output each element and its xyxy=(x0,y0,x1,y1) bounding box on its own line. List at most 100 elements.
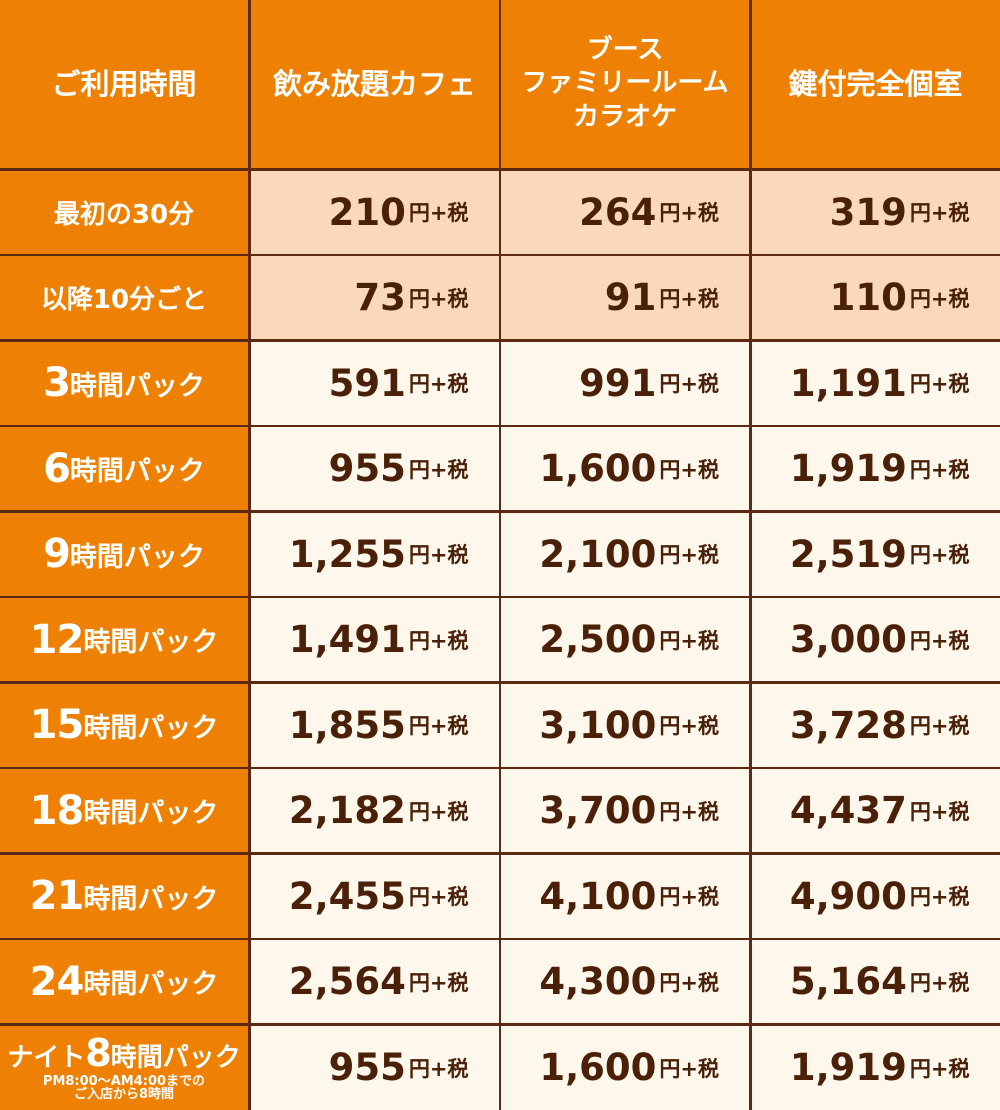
row-label-9h-pack: 9 時間パック xyxy=(0,512,248,596)
row-label-suffix: 時間パック xyxy=(83,712,219,744)
row-label-3h-pack: 3 時間パック xyxy=(0,341,248,425)
row-label-suffix: 時間パック xyxy=(83,798,219,829)
price-amount: 1,191 xyxy=(789,361,907,405)
price-cell: 110 円+税 xyxy=(751,256,1000,339)
price-cell: 2,455 円+税 xyxy=(250,854,499,938)
header-booth-line2: ファミリールーム xyxy=(521,68,729,99)
price-amount: 264 xyxy=(579,190,657,234)
row-label-each-10min: 以降10分ごと xyxy=(0,256,248,339)
price-unit: 円+税 xyxy=(909,628,970,653)
header-usage-time-label: ご利用時間 xyxy=(51,66,197,101)
price-amount: 4,100 xyxy=(539,874,657,918)
price-cell: 5,164 円+税 xyxy=(751,940,1000,1023)
price-cell: 2,182 円+税 xyxy=(250,769,499,852)
price-unit: 円+税 xyxy=(909,970,970,995)
price-amount: 4,900 xyxy=(789,874,907,918)
price-cell: 91 円+税 xyxy=(501,256,749,339)
night-pack-title: ナイト8時間パック xyxy=(7,1034,240,1072)
price-unit: 円+税 xyxy=(909,286,970,311)
night-note-duration: ご入店から8時間 xyxy=(73,1087,175,1102)
row-label-suffix: 時間パック xyxy=(83,627,219,658)
price-cell: 4,300 円+税 xyxy=(501,940,749,1023)
price-unit: 円+税 xyxy=(408,1056,469,1081)
row-label-text: 最初の30分 xyxy=(53,199,195,230)
price-amount: 1,600 xyxy=(539,1046,657,1089)
price-cell: 1,919 円+税 xyxy=(751,1025,1000,1110)
price-cell: 2,519 円+税 xyxy=(751,512,1000,596)
price-amount: 210 xyxy=(328,190,406,234)
price-amount: 4,300 xyxy=(539,960,657,1003)
price-amount: 2,182 xyxy=(288,789,406,832)
row-label-suffix: 時間パック xyxy=(69,370,205,402)
price-amount: 2,500 xyxy=(539,618,657,661)
price-cell: 4,100 円+税 xyxy=(501,854,749,938)
header-private-room: 鍵付完全個室 xyxy=(751,0,1000,168)
price-amount: 2,564 xyxy=(288,960,406,1003)
row-label-hours: 6 xyxy=(43,445,71,492)
row-label-15h-pack: 15 時間パック xyxy=(0,683,248,767)
row-label-first-30min: 最初の30分 xyxy=(0,170,248,254)
price-cell: 2,100 円+税 xyxy=(501,512,749,596)
price-unit: 円+税 xyxy=(909,885,970,909)
price-cell: 319 円+税 xyxy=(751,170,1000,254)
price-amount: 2,519 xyxy=(789,532,907,576)
row-label-suffix: 時間パック xyxy=(83,883,219,915)
price-amount: 1,255 xyxy=(288,532,406,576)
price-unit: 円+税 xyxy=(909,1056,970,1081)
night-suffix: 時間パック xyxy=(110,1043,241,1073)
price-cell: 1,255 円+税 xyxy=(250,512,499,596)
row-label-hours: 12 xyxy=(29,616,85,663)
price-cell: 955 円+税 xyxy=(250,427,499,510)
row-label-18h-pack: 18 時間パック xyxy=(0,769,248,852)
price-unit: 円+税 xyxy=(659,628,719,653)
price-cell: 2,564 円+税 xyxy=(250,940,499,1023)
price-unit: 円+税 xyxy=(659,286,719,311)
price-amount: 91 xyxy=(604,276,657,319)
price-unit: 円+税 xyxy=(659,970,719,995)
price-unit: 円+税 xyxy=(408,714,469,738)
header-cafe-label: 飲み放題カフェ xyxy=(272,66,476,101)
price-unit: 円+税 xyxy=(909,457,970,482)
price-unit: 円+税 xyxy=(909,543,970,567)
price-amount: 3,728 xyxy=(789,703,907,747)
header-booth-line1: ブース xyxy=(586,35,664,66)
price-amount: 1,491 xyxy=(288,618,406,661)
price-unit: 円+税 xyxy=(659,457,719,482)
night-hours: 8 xyxy=(85,1031,111,1075)
header-cafe: 飲み放題カフェ xyxy=(250,0,499,168)
price-unit: 円+税 xyxy=(408,457,469,482)
price-cell: 991 円+税 xyxy=(501,341,749,425)
row-label-6h-pack: 6 時間パック xyxy=(0,427,248,510)
price-amount: 1,919 xyxy=(789,1046,907,1089)
row-label-24h-pack: 24 時間パック xyxy=(0,940,248,1023)
price-cell: 2,500 円+税 xyxy=(501,598,749,681)
price-cell: 591 円+税 xyxy=(250,341,499,425)
price-unit: 円+税 xyxy=(408,970,469,995)
price-cell: 264 円+税 xyxy=(501,170,749,254)
row-label-hours: 15 xyxy=(29,702,85,748)
price-amount: 2,100 xyxy=(539,532,657,576)
price-amount: 991 xyxy=(579,361,657,405)
price-cell: 1,191 円+税 xyxy=(751,341,1000,425)
night-prefix: ナイト xyxy=(7,1043,86,1073)
price-unit: 円+税 xyxy=(408,286,469,311)
price-amount: 955 xyxy=(328,447,406,490)
price-amount: 319 xyxy=(829,190,907,234)
price-cell: 3,100 円+税 xyxy=(501,683,749,767)
price-cell: 3,700 円+税 xyxy=(501,769,749,852)
price-amount: 4,437 xyxy=(789,789,907,832)
price-cell: 1,600 円+税 xyxy=(501,427,749,510)
row-label-12h-pack: 12 時間パック xyxy=(0,598,248,681)
price-amount: 3,100 xyxy=(539,703,657,747)
price-unit: 円+税 xyxy=(408,885,469,909)
row-label-night-8h-pack: ナイト8時間パック PM8:00～AM4:00までの ご入店から8時間 xyxy=(0,1025,248,1110)
price-unit: 円+税 xyxy=(659,201,719,225)
row-label-text: 以降10分ごと xyxy=(40,285,208,315)
price-cell: 1,919 円+税 xyxy=(751,427,1000,510)
price-unit: 円+税 xyxy=(909,799,970,824)
header-booth: ブース ファミリールーム カラオケ xyxy=(501,0,749,168)
price-unit: 円+税 xyxy=(659,885,719,909)
price-unit: 円+税 xyxy=(659,1056,719,1081)
row-label-suffix: 時間パック xyxy=(69,456,205,487)
price-unit: 円+税 xyxy=(659,543,719,567)
